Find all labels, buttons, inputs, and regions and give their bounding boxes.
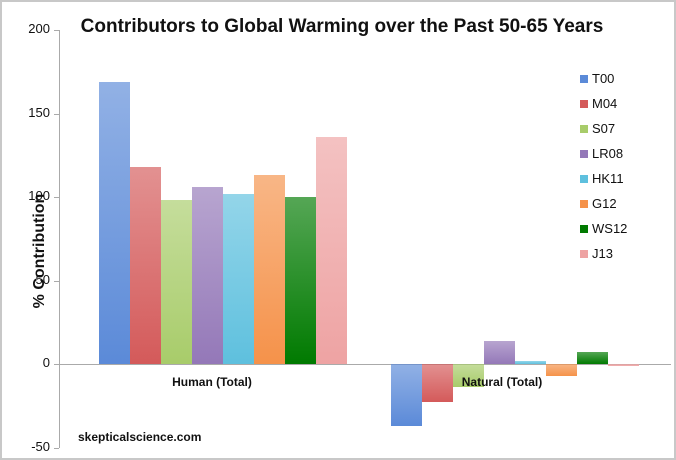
swatch-icon [580, 124, 588, 133]
category-label-human: Human (Total) [172, 375, 252, 389]
y-axis [59, 30, 60, 448]
legend-item: HK11 [580, 166, 627, 191]
swatch-icon [580, 249, 588, 258]
legend-item: S07 [580, 116, 627, 141]
y-tick-label: 50 [35, 272, 50, 287]
legend: T00 M04 S07 LR08 HK11 G12 WS12 J13 [580, 66, 627, 266]
bar-hk11 [223, 193, 254, 364]
y-tick-label: 200 [28, 21, 50, 36]
tick [54, 364, 59, 365]
swatch-icon [580, 74, 588, 83]
swatch-icon [580, 224, 588, 233]
bar-ws12 [577, 352, 608, 364]
bar-lr08 [192, 186, 223, 364]
legend-item: J13 [580, 241, 627, 266]
bar-g12 [254, 175, 285, 364]
bar-s07 [161, 200, 192, 364]
y-tick-label: 150 [28, 105, 50, 120]
y-tick-label: -50 [31, 439, 50, 454]
legend-item: M04 [580, 91, 627, 116]
bar-ws12 [285, 197, 316, 364]
chart-title: Contributors to Global Warming over the … [80, 16, 604, 37]
tick [54, 281, 59, 282]
category-label-natural: Natural (Total) [461, 375, 543, 389]
bar-j13 [608, 364, 639, 366]
tick [54, 30, 59, 31]
bar-lr08 [484, 340, 515, 364]
bar-t00 [391, 364, 422, 426]
tick [54, 197, 59, 198]
bar-hk11 [515, 360, 546, 364]
y-axis-label: % Contribution [31, 193, 48, 309]
bar-m04 [130, 166, 161, 364]
legend-item: T00 [580, 66, 627, 91]
tick [54, 448, 59, 449]
swatch-icon [580, 99, 588, 108]
swatch-icon [580, 174, 588, 183]
watermark: skepticalscience.com [78, 430, 202, 444]
tick [54, 114, 59, 115]
legend-item: LR08 [580, 141, 627, 166]
y-tick-label: 100 [28, 188, 50, 203]
x-axis [59, 364, 671, 365]
bar-t00 [99, 81, 130, 364]
y-tick-label: 0 [42, 355, 50, 370]
bar-g12 [546, 364, 577, 376]
swatch-icon [580, 199, 588, 208]
bar-m04 [422, 364, 453, 403]
legend-item: G12 [580, 191, 627, 216]
legend-item: WS12 [580, 216, 627, 241]
swatch-icon [580, 149, 588, 158]
bar-j13 [316, 136, 347, 364]
bar-s07 [453, 364, 484, 388]
